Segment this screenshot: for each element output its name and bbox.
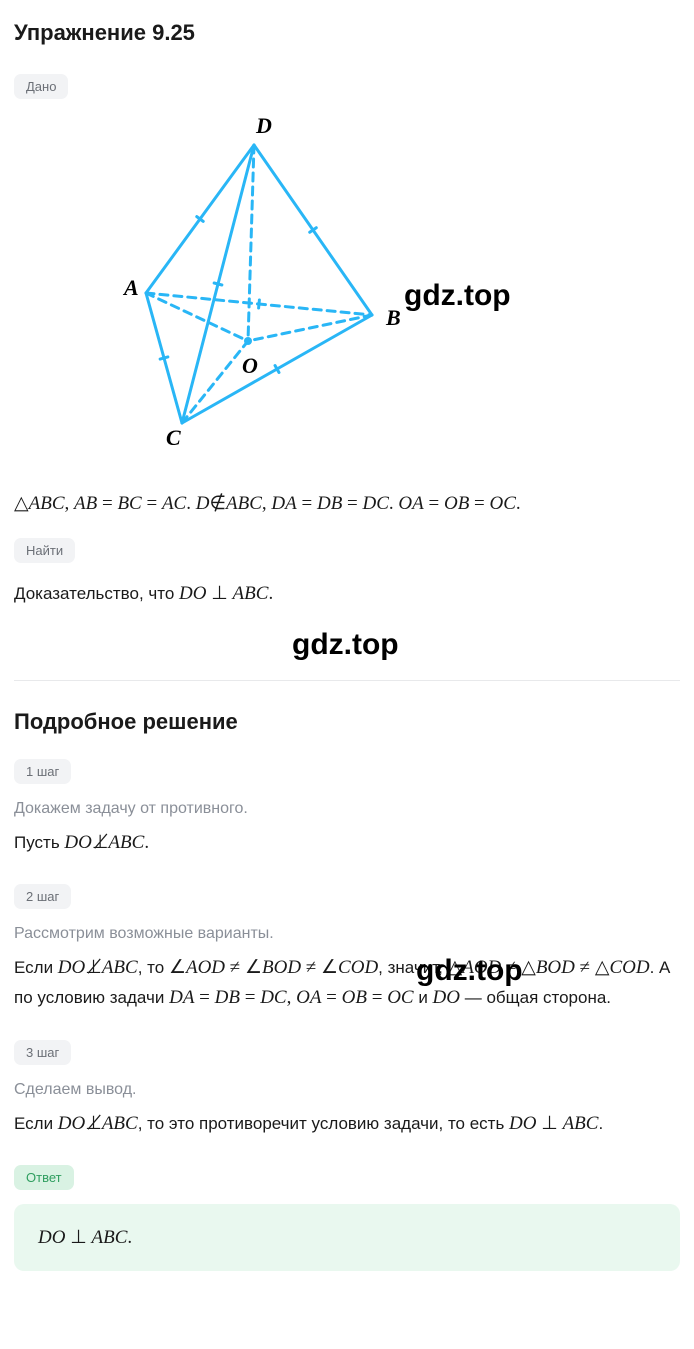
step-body: Пусть DO⊥̸ABC. [14, 828, 680, 858]
step-2: 2 шаг Рассмотрим возможные варианты. Есл… [14, 884, 680, 1014]
svg-text:A: A [122, 275, 139, 300]
exercise-title: Упражнение 9.25 [14, 20, 680, 46]
tetrahedron-svg: D A B C O [94, 115, 414, 455]
mid-watermark-row: gdz.top [14, 628, 680, 672]
step-body: Если DO⊥̸ABC, то ∠AOD ≠ ∠BOD ≠ ∠COD, зна… [14, 953, 680, 1014]
given-math: △ABC, AB = BC = AC. D∉ABC, DA = DB = DC.… [14, 488, 680, 520]
svg-text:D: D [255, 115, 272, 138]
given-badge: Дано [14, 74, 68, 99]
diagram-container: D A B C O gdz.top [14, 115, 680, 460]
answer-box: DO ⊥ ABC. [14, 1204, 680, 1271]
step1-pre: Пусть [14, 833, 64, 852]
svg-text:B: B [385, 305, 401, 330]
step-intro: Сделаем вывод. [14, 1081, 680, 1099]
answer-math: DO ⊥ ABC. [38, 1227, 132, 1248]
find-text: Доказательство, что DO ⊥ ABC. [14, 579, 680, 609]
divider [14, 680, 680, 681]
tetrahedron-diagram: D A B C O [94, 115, 414, 460]
solution-title: Подробное решение [14, 709, 680, 735]
answer-badge: Ответ [14, 1165, 74, 1190]
step-3: 3 шаг Сделаем вывод. Если DO⊥̸ABC, то эт… [14, 1040, 680, 1139]
find-prefix: Доказательство, что [14, 584, 179, 603]
step-1: 1 шаг Докажем задачу от противного. Пуст… [14, 759, 680, 858]
step-intro: Докажем задачу от противного. [14, 800, 680, 818]
svg-text:O: O [242, 353, 258, 378]
find-badge: Найти [14, 538, 75, 563]
step-badge: 2 шаг [14, 884, 71, 909]
step1-math: DO⊥̸ABC. [64, 832, 149, 853]
step-body: Если DO⊥̸ABC, то это противоречит услови… [14, 1109, 680, 1139]
svg-text:C: C [166, 425, 181, 450]
step-intro: Рассмотрим возможные варианты. [14, 925, 680, 943]
step-badge: 1 шаг [14, 759, 71, 784]
watermark-diagram: gdz.top [404, 279, 511, 313]
step-badge: 3 шаг [14, 1040, 71, 1065]
find-math: DO ⊥ ABC. [179, 583, 273, 604]
watermark-mid: gdz.top [292, 628, 399, 662]
